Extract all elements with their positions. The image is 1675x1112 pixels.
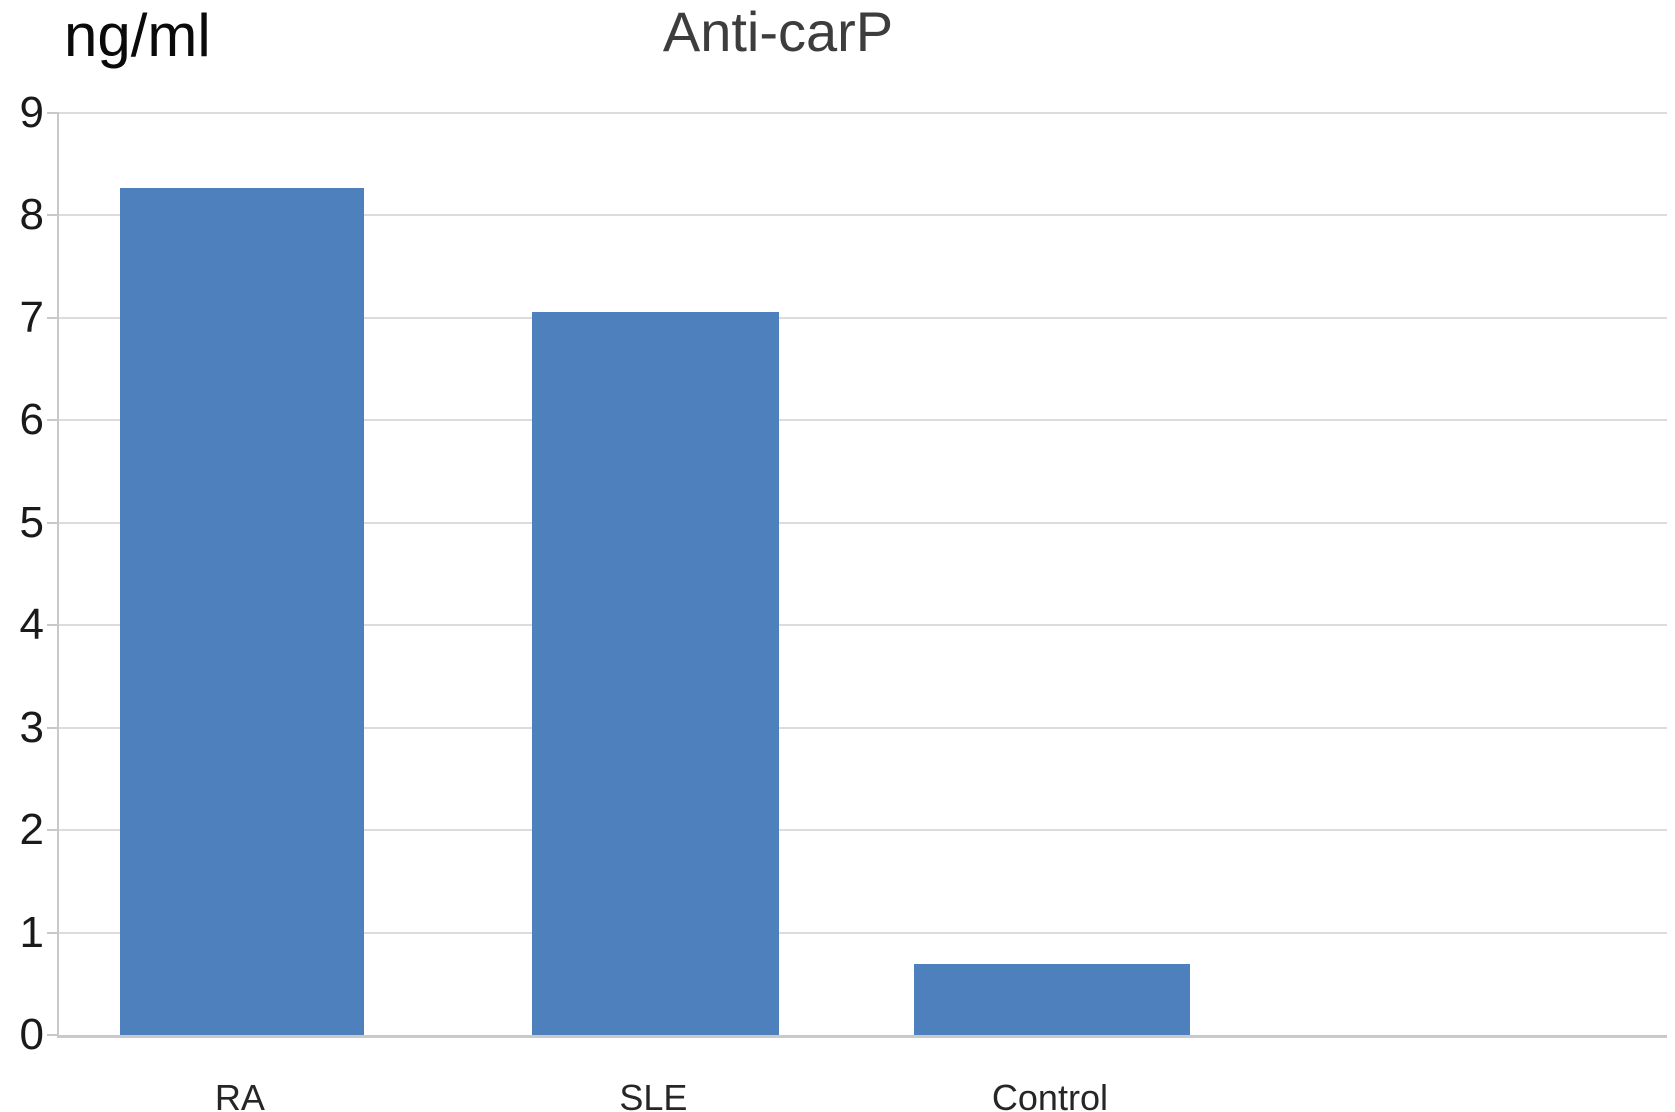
y-tick-mark-6 bbox=[47, 419, 59, 422]
y-tick-label-7: 7 bbox=[19, 292, 44, 342]
y-tick-mark-8 bbox=[47, 214, 59, 217]
y-axis-unit-label: ng/ml bbox=[64, 2, 211, 69]
y-tick-label-6: 6 bbox=[19, 395, 44, 445]
x-category-label-control: Control bbox=[991, 1077, 1108, 1112]
grid-line-y8 bbox=[59, 214, 1667, 217]
grid-line-y1 bbox=[59, 931, 1667, 934]
grid-line-y3 bbox=[59, 726, 1667, 729]
y-tick-mark-4 bbox=[47, 624, 59, 627]
y-tick-mark-7 bbox=[47, 316, 59, 319]
y-tick-label-9: 9 bbox=[19, 88, 44, 137]
y-tick-label-0: 0 bbox=[19, 1010, 44, 1059]
bar-ra bbox=[119, 187, 364, 1035]
y-tick-label-2: 2 bbox=[19, 805, 44, 855]
grid-line-y4 bbox=[59, 624, 1667, 627]
grid-line-y5 bbox=[59, 521, 1667, 524]
x-category-label-ra: RA bbox=[214, 1077, 265, 1112]
grid-line-y9 bbox=[59, 112, 1667, 114]
grid-line-y7 bbox=[59, 316, 1667, 319]
plot-area bbox=[47, 112, 1667, 1038]
y-tick-mark-0 bbox=[47, 1034, 59, 1036]
x-category-label-sle: SLE bbox=[619, 1077, 688, 1112]
bar-sle bbox=[531, 311, 779, 1035]
grid-line-y6 bbox=[59, 419, 1667, 422]
y-tick-mark-1 bbox=[47, 931, 59, 934]
y-tick-mark-9 bbox=[47, 112, 59, 114]
y-tick-label-3: 3 bbox=[19, 702, 44, 752]
y-tick-label-4: 4 bbox=[19, 600, 44, 650]
y-tick-label-1: 1 bbox=[19, 907, 44, 957]
y-tick-label-8: 8 bbox=[19, 190, 44, 240]
y-tick-mark-3 bbox=[47, 726, 59, 729]
y-tick-label-5: 5 bbox=[19, 497, 44, 547]
y-tick-mark-5 bbox=[47, 521, 59, 524]
grid-line-y2 bbox=[59, 829, 1667, 832]
chart-title: Anti-carP bbox=[662, 0, 894, 63]
bar-control bbox=[913, 964, 1190, 1035]
y-tick-mark-2 bbox=[47, 829, 59, 832]
